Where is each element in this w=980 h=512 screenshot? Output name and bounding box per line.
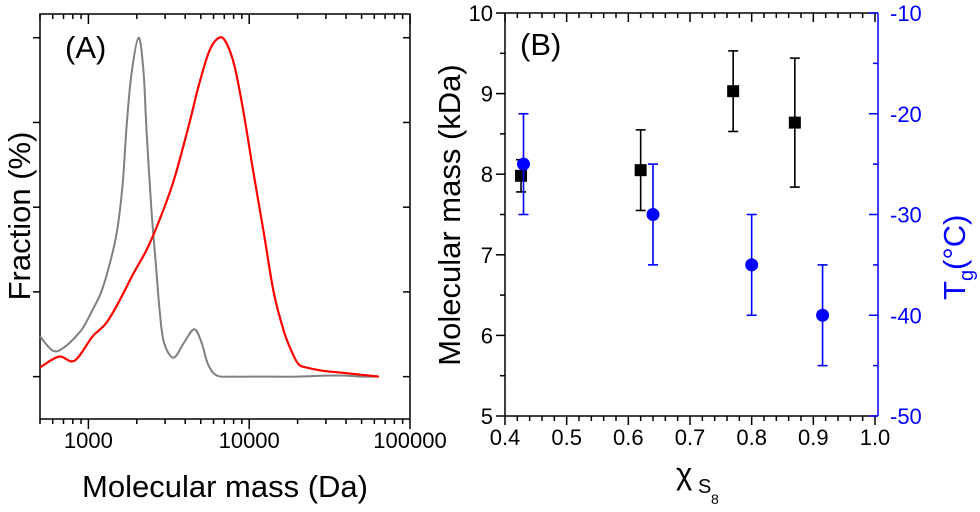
panel-b-series [515,50,830,367]
panel-b-y-axis-title: Molecular mass (kDa) [432,64,467,365]
data-point-mass [788,57,801,188]
panel-a-series [39,36,379,378]
panel-b-y2-axis-title-sub: g [956,270,978,281]
panel-b-tick-labels: 0.4 0.5 0.6 0.7 0.8 0.9 1.0 5 6 7 8 9 10 -50 -40 -30 -20… [469,1,922,450]
marker-square [788,116,801,129]
panel-b-y2-axis-title-rest: (°C) [937,215,972,270]
x-tick-label: 0.4 [490,425,521,450]
series-line-red-distribution [39,36,379,378]
panel-b-x-axis-title-main: χ [676,456,692,491]
y-tick-label: 6 [481,323,493,348]
y2-tick-label: -30 [890,203,922,228]
x-tick-label: 1.0 [860,425,891,450]
x-tick-label: 1000 [64,428,113,453]
marker-circle [745,258,759,272]
data-point-tg [745,213,759,317]
data-point-tg [517,112,530,216]
x-tick-label: 0.8 [736,425,767,450]
marker-circle [816,308,830,322]
marker-circle [517,157,530,171]
x-tick-label: 10000 [219,428,280,453]
y2-tick-label: -40 [890,303,922,328]
y-tick-label: 5 [481,404,493,429]
panel-a-label: (A) [65,30,106,65]
panel-a: 1000 10000 100000 (A) Molecular mass (Da) … [2,13,447,504]
y-tick-label: 8 [481,162,493,187]
y2-tick-label: -10 [890,1,922,26]
data-point-mass [634,129,647,212]
x-tick-label: 0.5 [551,425,582,450]
data-point-tg [816,264,830,367]
panel-a-x-axis-title: Molecular mass (Da) [82,469,368,504]
marker-square [515,169,528,182]
panel-a-tick-labels: 1000 10000 100000 [64,428,447,453]
x-tick-label: 0.7 [675,425,706,450]
panel-b-x-axis-title: χ S 8 [676,456,719,507]
panel-b: 0.4 0.5 0.6 0.7 0.8 0.9 1.0 5 6 7 8 9 10 -50 -40 -30 -20… [432,1,978,507]
panel-b-x-axis-title-subsub: 8 [711,491,719,507]
panel-b-x-axis-title-sub: S [698,476,711,498]
panel-b-y2-axis-title-main: T [937,281,972,300]
panel-b-label: (B) [520,27,561,62]
y-tick-label: 9 [481,82,493,107]
panel-b-y2-axis-title: T g (°C) [937,215,978,300]
y2-tick-label: -50 [890,404,922,429]
x-tick-label: 100000 [373,428,446,453]
y-tick-label: 7 [481,243,493,268]
y2-tick-label: -20 [890,102,922,127]
data-point-tg [646,163,660,266]
panel-a-frame [39,13,411,420]
x-tick-label: 0.6 [613,425,644,450]
y-tick-label: 10 [469,1,493,26]
panel-a-y-axis-title: Fraction (%) [2,132,37,301]
marker-square [634,164,647,177]
marker-square [727,85,740,98]
panel-a-ticks [33,14,411,429]
x-tick-label: 0.9 [798,425,829,450]
panel-b-ticks [496,12,878,425]
marker-circle [646,208,660,221]
series-line-gray-distribution [39,36,379,378]
data-point-mass [727,50,740,133]
